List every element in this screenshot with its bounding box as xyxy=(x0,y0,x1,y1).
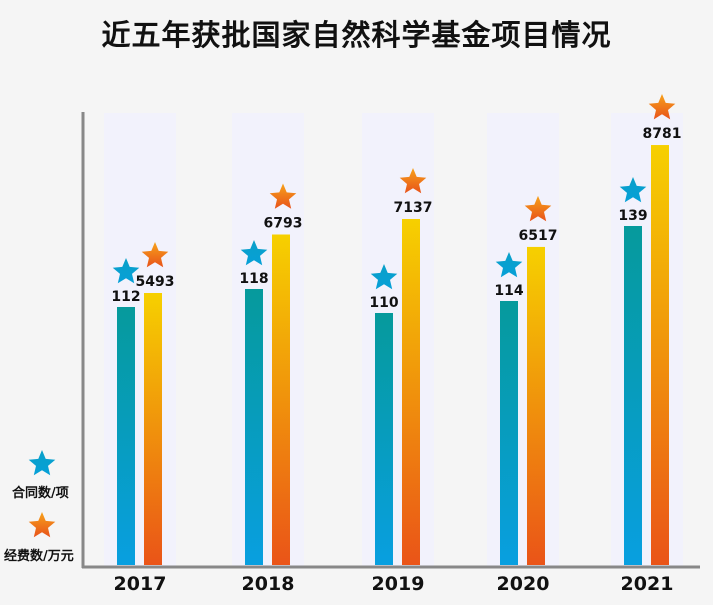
x-tick-label-2018: 2018 xyxy=(242,573,295,595)
star-icon-contracts xyxy=(619,177,647,203)
data-label-contracts-2021: 139 xyxy=(618,208,647,224)
bar-contracts-2017 xyxy=(117,307,135,565)
category-band xyxy=(611,113,683,567)
legend-label-contracts: 合同数/项 xyxy=(12,486,69,501)
legend-label-funding: 经费数/万元 xyxy=(4,549,74,564)
data-label-contracts-2019: 110 xyxy=(369,295,398,311)
star-icon-funding xyxy=(648,94,676,120)
x-tick-label-2021: 2021 xyxy=(621,573,674,595)
bar-contracts-2019 xyxy=(375,313,393,565)
data-label-funding-2020: 6517 xyxy=(519,228,558,244)
star-icon-contracts xyxy=(495,252,523,278)
data-label-funding-2019: 7137 xyxy=(394,200,433,216)
category-band xyxy=(362,113,434,567)
x-tick-label-2017: 2017 xyxy=(114,573,167,595)
bar-funding-2020 xyxy=(527,246,545,566)
bar-funding-2017 xyxy=(144,293,162,565)
bar-contracts-2018 xyxy=(245,289,263,565)
star-icon-contracts xyxy=(240,240,268,266)
data-label-contracts-2020: 114 xyxy=(494,283,523,299)
bar-funding-2018 xyxy=(272,234,290,565)
category-band xyxy=(232,113,304,567)
data-label-contracts-2018: 118 xyxy=(239,271,268,287)
bar-funding-2019 xyxy=(402,219,420,565)
x-tick-label-2020: 2020 xyxy=(497,573,550,595)
data-label-funding-2021: 8781 xyxy=(643,126,682,142)
star-icon-funding xyxy=(269,183,297,209)
legend-star-icon-contracts xyxy=(28,450,56,476)
category-band xyxy=(104,113,176,567)
data-label-contracts-2017: 112 xyxy=(111,289,140,305)
bar-contracts-2020 xyxy=(500,301,518,565)
legend-star-icon-funding xyxy=(28,512,56,538)
star-icon-contracts xyxy=(370,264,398,290)
chart-title: 近五年获批国家自然科学基金项目情况 xyxy=(101,18,612,52)
bar-contracts-2021 xyxy=(624,226,642,565)
data-label-funding-2018: 6793 xyxy=(264,216,303,232)
star-icon-funding xyxy=(399,168,427,194)
bar-funding-2021 xyxy=(651,145,669,566)
star-icon-funding xyxy=(141,242,169,268)
star-icon-funding xyxy=(524,195,552,222)
x-tick-label-2019: 2019 xyxy=(372,573,425,595)
category-band xyxy=(487,113,559,567)
data-label-funding-2017: 5493 xyxy=(136,274,175,290)
star-icon-contracts xyxy=(112,258,140,284)
